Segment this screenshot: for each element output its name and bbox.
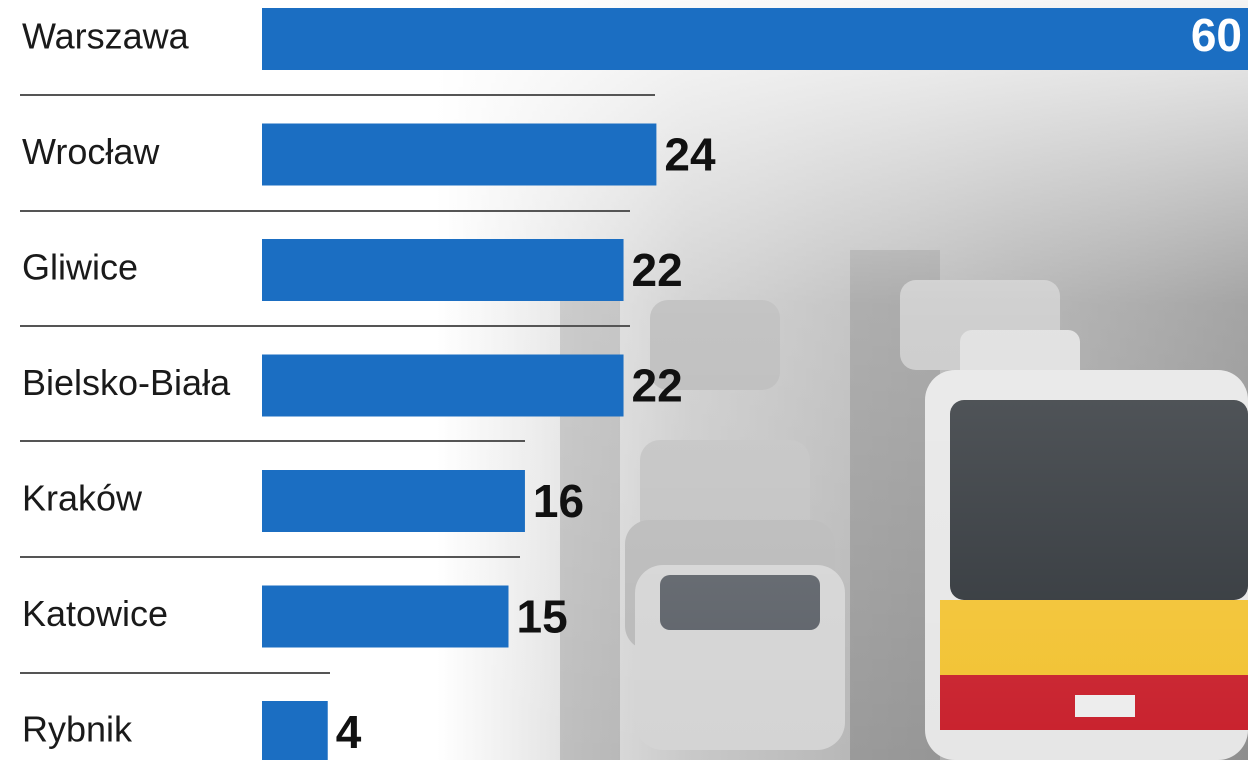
value-label: 22 bbox=[632, 244, 683, 296]
value-label: 24 bbox=[664, 129, 716, 181]
row-separators bbox=[20, 94, 655, 674]
category-label: Katowice bbox=[22, 593, 168, 634]
value-label: 16 bbox=[533, 475, 584, 527]
value-label: 60 bbox=[1191, 9, 1242, 61]
category-label: Rybnik bbox=[22, 709, 133, 750]
category-label: Warszawa bbox=[22, 16, 190, 57]
category-label: Kraków bbox=[22, 478, 143, 519]
value-label: 22 bbox=[632, 360, 683, 412]
category-label: Bielsko-Biała bbox=[22, 362, 231, 403]
bar bbox=[262, 123, 657, 186]
category-label: Wrocław bbox=[22, 131, 160, 172]
bar bbox=[262, 585, 509, 648]
value-label: 15 bbox=[517, 591, 568, 643]
bar bbox=[262, 470, 525, 532]
category-label: Gliwice bbox=[22, 247, 138, 288]
bar bbox=[262, 8, 1248, 70]
value-label: 4 bbox=[336, 706, 362, 758]
bar bbox=[262, 701, 328, 760]
bar bbox=[262, 354, 624, 417]
bar bbox=[262, 239, 624, 301]
